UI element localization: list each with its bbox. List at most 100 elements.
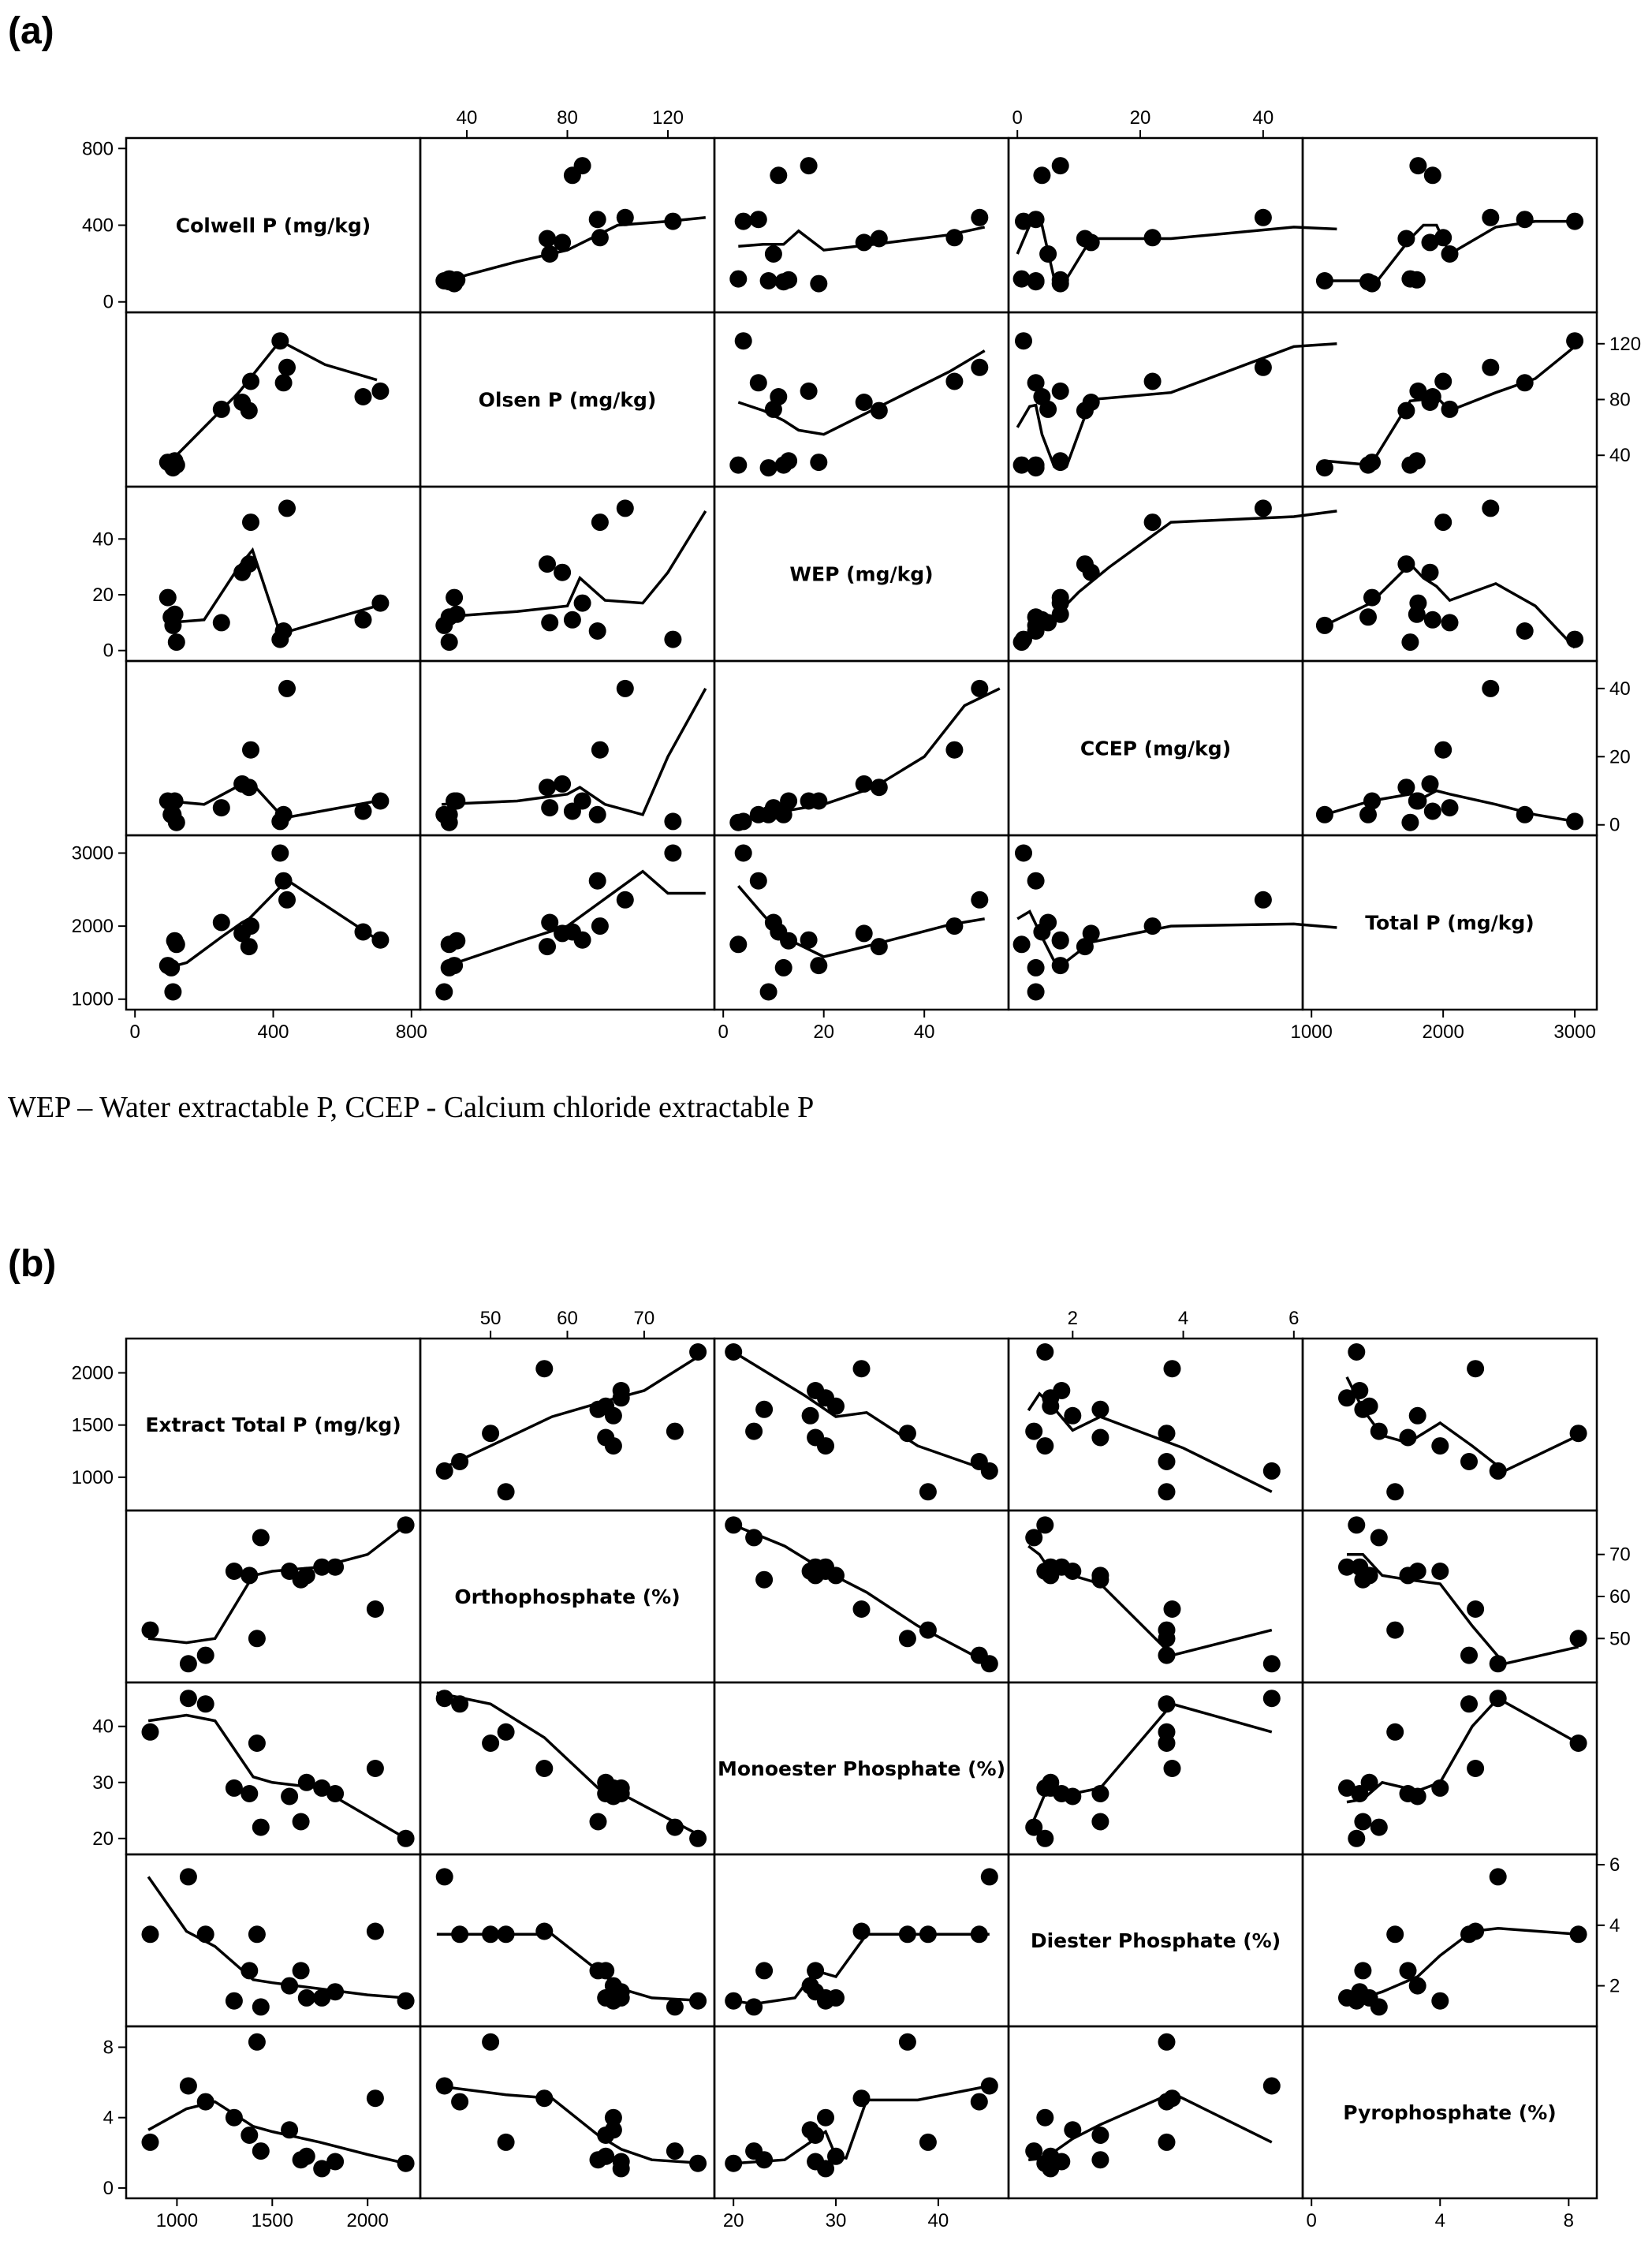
panel-b-label: (b) bbox=[8, 1243, 56, 1285]
data-point bbox=[945, 741, 964, 759]
cell-0-2-1 bbox=[419, 485, 716, 663]
y-tick-label: 800 bbox=[82, 138, 114, 159]
x-tick-label: 0 bbox=[718, 1021, 729, 1043]
cell-0-1-2 bbox=[713, 311, 1010, 488]
data-point bbox=[1386, 1925, 1404, 1944]
cell-border bbox=[1301, 1337, 1598, 1512]
trend-line bbox=[436, 1932, 706, 2003]
data-point bbox=[448, 792, 466, 810]
data-point bbox=[1569, 1630, 1587, 1648]
data-point bbox=[1254, 208, 1272, 226]
data-point bbox=[366, 1760, 384, 1777]
data-point bbox=[440, 633, 458, 652]
data-point bbox=[980, 1868, 998, 1886]
data-point bbox=[371, 594, 390, 612]
data-point bbox=[1408, 1977, 1426, 1995]
data-point bbox=[604, 1992, 622, 2010]
data-point bbox=[1460, 1695, 1478, 1713]
data-point bbox=[242, 372, 259, 390]
data-point bbox=[563, 611, 581, 629]
trend-line bbox=[436, 1350, 707, 1473]
cell-0-3-4 bbox=[1301, 659, 1598, 837]
data-point bbox=[666, 2142, 684, 2160]
data-point bbox=[1431, 1563, 1449, 1580]
trend-line bbox=[1345, 1376, 1579, 1473]
x-tick-label: 1000 bbox=[1290, 1021, 1332, 1043]
data-point bbox=[1076, 555, 1094, 573]
data-point bbox=[800, 157, 818, 175]
data-point bbox=[1027, 211, 1045, 229]
data-point bbox=[1441, 799, 1459, 817]
trend-line bbox=[147, 1524, 407, 1645]
data-point bbox=[1051, 382, 1069, 400]
cell-0-0-1 bbox=[419, 136, 716, 314]
data-point bbox=[1489, 1462, 1507, 1480]
data-point bbox=[1036, 1563, 1054, 1580]
y-tick-label: 400 bbox=[82, 215, 114, 237]
cell-1-0-0: Extract Total P (mg/kg) bbox=[125, 1337, 422, 1512]
cell-0-0-0: Colwell P (mg/kg) bbox=[125, 136, 422, 314]
trend-line bbox=[733, 2084, 990, 2165]
data-point bbox=[1441, 614, 1459, 632]
data-point bbox=[1012, 935, 1031, 954]
data-point bbox=[1033, 166, 1051, 185]
cell-0-3-2 bbox=[713, 659, 1010, 837]
data-point bbox=[278, 891, 296, 909]
data-point bbox=[1158, 2033, 1176, 2051]
data-point bbox=[1143, 372, 1162, 390]
x-tick-label: 20 bbox=[723, 2210, 744, 2231]
y-tick-label: 20 bbox=[92, 584, 114, 606]
data-point bbox=[1386, 1723, 1404, 1741]
data-point bbox=[1091, 2127, 1109, 2144]
data-point bbox=[1397, 555, 1415, 573]
trend-line bbox=[441, 216, 706, 285]
data-point bbox=[729, 456, 748, 474]
cell-border bbox=[125, 2025, 422, 2200]
trend-line bbox=[147, 2100, 406, 2165]
data-point bbox=[666, 1998, 684, 2016]
trend-line bbox=[1016, 510, 1337, 644]
data-point bbox=[591, 741, 609, 759]
figure-caption: WEP – Water extractable P, CCEP - Calciu… bbox=[8, 1091, 814, 1124]
y-tick-label: 3000 bbox=[72, 843, 114, 864]
y-tick-label: 40 bbox=[1609, 678, 1631, 700]
data-point bbox=[817, 1992, 834, 2010]
trend-line bbox=[737, 885, 985, 958]
data-point bbox=[167, 633, 185, 652]
data-point bbox=[554, 233, 572, 252]
data-point bbox=[1033, 611, 1051, 629]
data-point bbox=[141, 1723, 159, 1741]
data-point bbox=[780, 452, 798, 470]
data-point bbox=[1370, 1818, 1388, 1836]
data-point bbox=[1348, 1516, 1366, 1534]
data-point bbox=[1401, 456, 1419, 474]
y-tick-label: 1000 bbox=[72, 1467, 114, 1488]
trend-line bbox=[1324, 789, 1576, 823]
data-point bbox=[1015, 332, 1032, 350]
y-tick-label: 4 bbox=[1609, 1915, 1620, 1936]
variable-name: Diester Phosphate (%) bbox=[1031, 1929, 1281, 1952]
data-point bbox=[612, 2153, 630, 2171]
y-tick-label: 20 bbox=[1609, 746, 1631, 767]
data-point bbox=[1027, 374, 1045, 392]
x-tick-label: 120 bbox=[652, 107, 684, 129]
data-point bbox=[446, 588, 464, 607]
data-point bbox=[1254, 891, 1272, 909]
data-point bbox=[1051, 157, 1069, 175]
data-point bbox=[971, 358, 989, 376]
data-point bbox=[440, 270, 458, 288]
trend-line bbox=[733, 1350, 990, 1473]
data-point bbox=[664, 844, 682, 862]
data-point bbox=[1033, 388, 1051, 405]
data-point bbox=[497, 1723, 515, 1741]
data-point bbox=[689, 1343, 707, 1361]
data-point bbox=[141, 1925, 159, 1944]
y-tick-label: 2 bbox=[1609, 1976, 1620, 1997]
cell-1-4-4: Pyrophosphate (%) bbox=[1301, 2025, 1598, 2200]
cell-1-3-1 bbox=[419, 1853, 716, 2028]
trend-line bbox=[733, 1523, 990, 1665]
x-tick-label: 60 bbox=[557, 1308, 578, 1329]
x-tick-label: 20 bbox=[1130, 107, 1151, 129]
data-point bbox=[179, 2077, 197, 2095]
y-tick-label: 70 bbox=[1609, 1544, 1631, 1566]
